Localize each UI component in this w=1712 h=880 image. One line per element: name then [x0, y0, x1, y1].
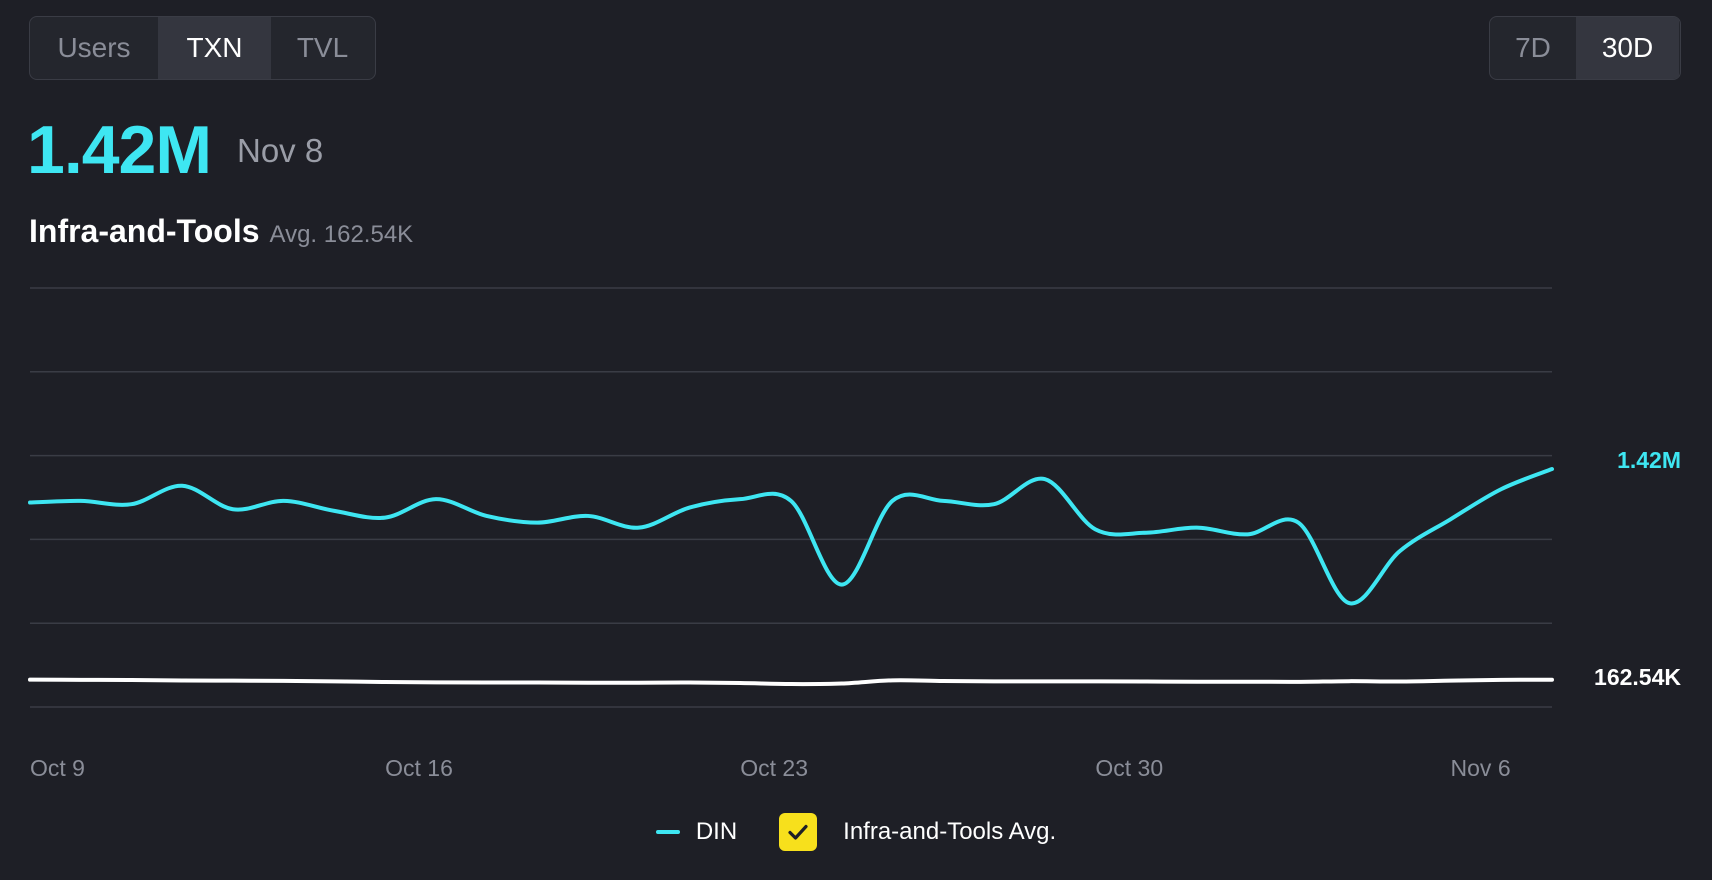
category-average: Avg. 162.54K [269, 221, 414, 248]
legend-label-din: DIN [695, 818, 738, 845]
end-label-din: 1.42M [1617, 447, 1681, 473]
tab-tvl[interactable]: TVL [296, 32, 349, 63]
x-tick-label: Oct 30 [1095, 755, 1163, 781]
legend-item-din[interactable]: DIN [655, 818, 738, 846]
category-name: Infra-and-Tools [29, 213, 260, 249]
chart-legend: DIN Infra-and-Tools Avg. [0, 808, 1712, 856]
range-30d[interactable]: 30D [1576, 17, 1679, 79]
category-subtitle: Infra-and-Tools Avg. 162.54K [29, 215, 413, 247]
range-selector: 7D 30D [1489, 16, 1681, 80]
tab-txn[interactable]: TXN [158, 17, 271, 79]
x-tick-label: Nov 6 [1451, 755, 1511, 781]
legend-item-average[interactable]: Infra-and-Tools Avg. [779, 813, 1056, 851]
x-tick-label: Oct 9 [30, 755, 85, 781]
headline-date: Nov 8 [237, 132, 324, 169]
line-swatch-icon [655, 830, 680, 834]
legend-label-average: Infra-and-Tools Avg. [843, 818, 1057, 845]
headline-value: 1.42M [27, 112, 212, 188]
x-tick-label: Oct 23 [740, 755, 808, 781]
metric-selector: Users TXN TVL [29, 16, 376, 80]
tab-users[interactable]: Users [57, 32, 131, 63]
check-icon [788, 824, 808, 840]
end-label-average: 162.54K [1594, 664, 1681, 690]
average-checkbox[interactable] [779, 813, 818, 851]
series-line-din [28, 467, 1554, 606]
x-tick-label: Oct 16 [385, 755, 453, 781]
range-7d[interactable]: 7D [1515, 32, 1551, 63]
series-line-average [28, 677, 1554, 687]
